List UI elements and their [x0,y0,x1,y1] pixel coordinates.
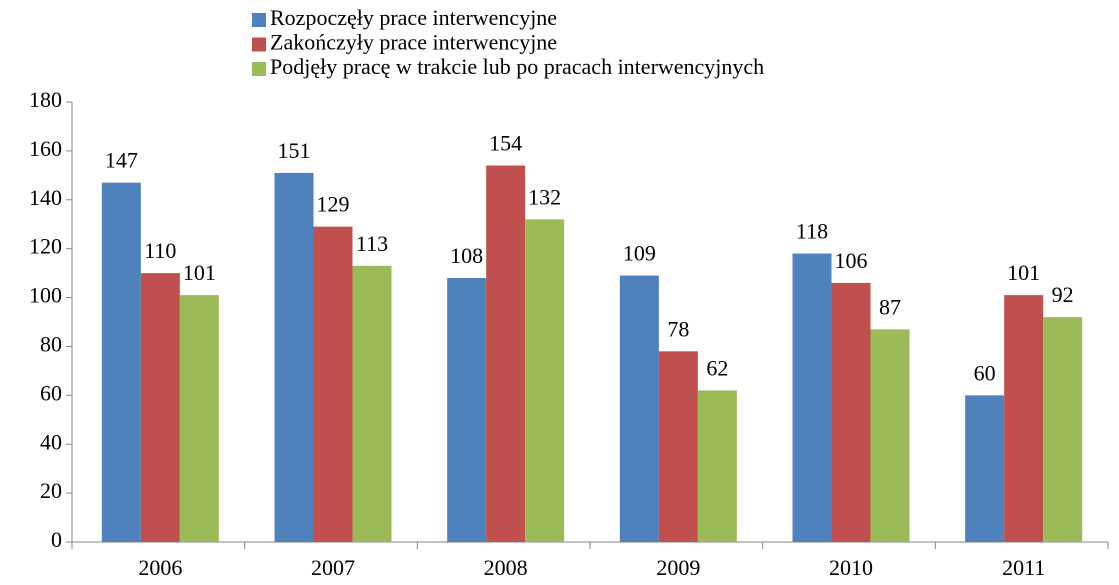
x-tick-label: 2007 [311,555,355,580]
legend-label: Podjęły pracę w trakcie lub po pracach i… [270,54,764,79]
x-tick-label: 2006 [138,555,182,580]
x-tick-label: 2009 [656,555,700,580]
bar [179,295,219,542]
bar [792,253,832,543]
data-label: 110 [144,238,176,263]
data-label: 129 [317,192,350,217]
data-label: 108 [450,243,483,268]
y-tick-label: 0 [51,527,62,552]
y-tick-label: 180 [29,87,62,112]
y-tick-label: 20 [40,478,62,503]
bar [313,226,353,542]
data-label: 78 [667,316,689,341]
bar [352,265,392,542]
data-label: 101 [183,260,216,285]
x-tick-label: 2011 [1002,555,1045,580]
y-tick-label: 40 [40,429,62,454]
legend-swatch [252,13,266,27]
legend-swatch [252,37,266,52]
bar [870,329,910,542]
bar [697,390,737,542]
data-label: 62 [706,355,728,380]
data-label: 106 [835,248,868,273]
bar [658,351,698,542]
bar [274,172,314,542]
data-label: 101 [1007,260,1040,285]
data-label: 132 [528,184,561,209]
bar [447,278,487,542]
data-label: 154 [489,131,522,156]
y-tick-label: 160 [29,136,62,161]
x-tick-label: 2008 [484,555,528,580]
y-tick-label: 60 [40,380,62,405]
bar [140,273,180,542]
bar [486,165,526,543]
y-tick-label: 80 [40,331,62,356]
legend-label: Zakończyły prace interwencyjne [270,30,557,55]
bar [1043,317,1083,542]
data-label: 109 [623,241,656,266]
bar [101,182,141,542]
y-tick-label: 140 [29,185,62,210]
data-label: 60 [974,360,996,385]
legend-swatch [252,62,266,76]
bar [831,282,871,542]
x-tick-label: 2010 [829,555,873,580]
y-tick-label: 120 [29,234,62,259]
bar [1004,295,1044,542]
bar [525,219,565,543]
legend-label: Rozpoczęły prace interwencyjne [270,5,557,30]
data-label: 147 [105,148,138,173]
bar [965,395,1005,542]
bar [619,275,659,542]
data-label: 113 [356,231,388,256]
y-tick-label: 100 [29,283,62,308]
data-label: 87 [879,294,901,319]
data-label: 151 [278,138,311,163]
data-label: 92 [1052,282,1074,307]
data-label: 118 [796,219,828,244]
